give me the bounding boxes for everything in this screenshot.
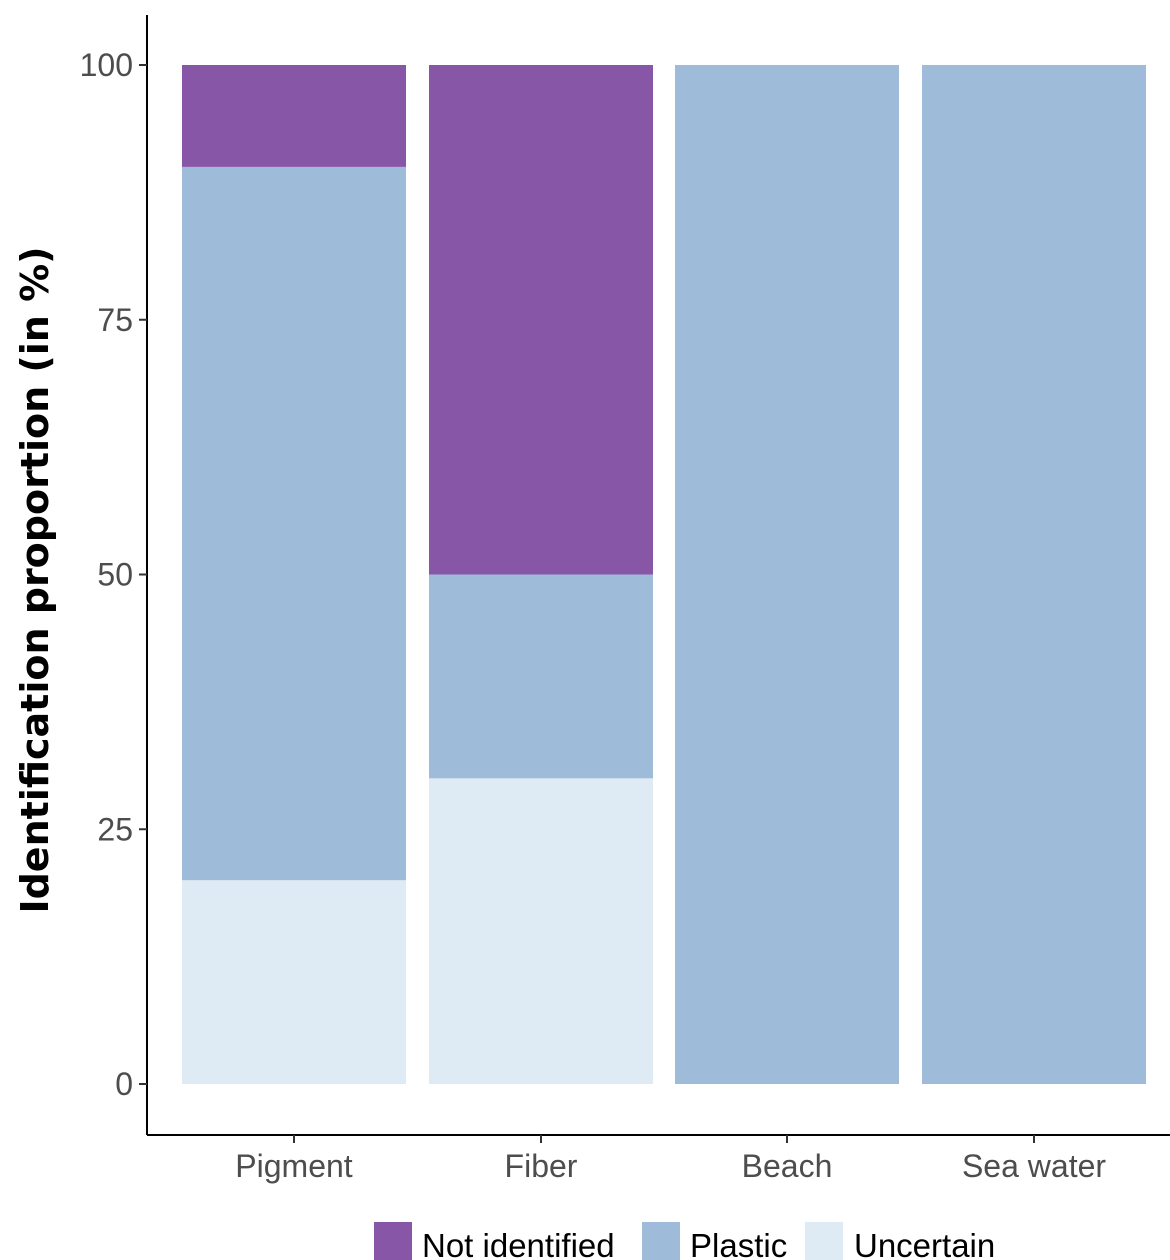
x-tick-label-fiber: Fiber (505, 1148, 578, 1184)
y-ticks: 0 25 50 75 100 (80, 47, 147, 1102)
bar-fiber-not-identified (429, 65, 653, 575)
legend: Not identified Plastic Uncertain (374, 1222, 995, 1260)
x-ticks: Pigment Fiber Beach Sea water (235, 1135, 1106, 1184)
legend-label-plastic: Plastic (690, 1227, 787, 1260)
x-tick-label-sea-water: Sea water (962, 1148, 1106, 1184)
y-tick-label: 100 (80, 47, 133, 83)
bar-fiber-uncertain (429, 778, 653, 1084)
bar-pigment-plastic (182, 166, 406, 881)
y-tick-label: 25 (97, 811, 133, 847)
bars-layer (182, 65, 1146, 1084)
bar-fiber-plastic (429, 574, 653, 779)
legend-swatch-plastic (642, 1222, 680, 1260)
bar-sea-water-plastic (922, 65, 1146, 1084)
x-tick-label-pigment: Pigment (235, 1148, 353, 1184)
legend-swatch-not-identified (374, 1222, 412, 1260)
bar-pigment-not-identified (182, 65, 406, 167)
bar-pigment-uncertain (182, 880, 406, 1084)
y-tick-label: 50 (97, 557, 133, 593)
bar-beach-plastic (675, 65, 899, 1084)
legend-label-uncertain: Uncertain (854, 1227, 995, 1260)
x-tick-label-beach: Beach (742, 1148, 833, 1184)
y-tick-label: 0 (115, 1066, 133, 1102)
legend-swatch-uncertain (805, 1222, 843, 1260)
legend-label-not-identified: Not identified (422, 1227, 615, 1260)
y-tick-label: 75 (97, 302, 133, 338)
y-axis-title: Identification proportion (in %) (13, 246, 57, 913)
